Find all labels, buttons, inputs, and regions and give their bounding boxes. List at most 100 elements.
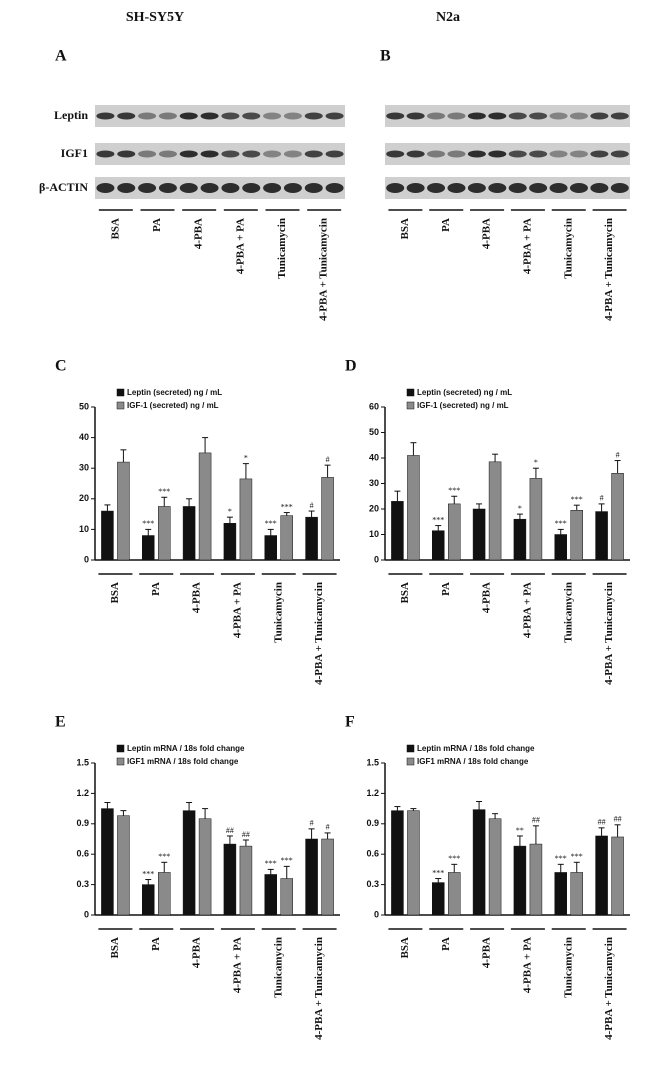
significance: *** [571,495,583,504]
blot-band [427,150,446,158]
bar [611,836,624,916]
blot-band [242,150,261,158]
category-label: 4-PBA [481,582,493,613]
blot-band [467,183,486,193]
blot-band [158,150,177,158]
significance: * [244,453,248,462]
significance: *** [448,854,460,863]
blot-strip [95,105,345,127]
blot-band [569,112,588,120]
category-label: 4-PBA + PA [231,937,243,993]
bar [305,516,318,561]
significance: * [518,504,522,513]
blot-band [200,183,219,193]
bar [529,843,543,916]
bar [407,810,420,916]
legend-swatch [406,757,415,766]
y-tick-label: 1.5 [76,757,89,767]
category-label: 4-PBA + Tunicamycin [318,218,330,321]
panel-letter: E [55,714,66,731]
blot-strip [385,105,630,127]
significance: *** [142,869,154,878]
significance: ## [598,818,606,827]
category-label: BSA [399,582,411,603]
legend-label: Leptin mRNA / 18s fold change [417,744,535,753]
category-label: PA [440,937,452,951]
significance: ## [532,816,540,825]
y-tick-label: 50 [369,427,379,437]
blot-band [610,112,629,120]
blot-band [508,183,527,193]
blot-band [263,183,282,193]
y-tick-label: 40 [369,452,379,462]
category-label: BSA [399,937,411,958]
category-label: 4-PBA + PA [521,218,533,274]
blot-band [304,112,323,120]
blot-band [488,112,507,120]
bar [391,501,404,561]
y-tick-label: 1.2 [366,788,379,798]
blot-band [467,150,486,158]
bar [280,878,293,916]
blot-band [529,112,548,120]
blot-band [386,183,405,193]
blot-band [117,183,136,193]
y-tick-label: 50 [79,401,89,411]
panel-letter: F [345,714,355,731]
bar [239,845,253,916]
blot-band [406,183,425,193]
legend-label: IGF1 mRNA / 18s fold change [417,757,529,766]
blot-row-label: β-ACTIN [39,180,88,194]
blot-band [96,112,115,120]
bar [321,477,334,561]
significance: # [326,823,330,832]
legend-label: IGF-1 (secreted) ng / mL [127,401,219,410]
bar [158,506,171,561]
bar [554,872,567,916]
blot-band [96,183,115,193]
bar [182,810,196,916]
significance: *** [142,519,154,528]
significance: * [228,507,232,516]
category-label: 4-PBA [481,218,493,249]
blot-band [138,150,157,158]
bar [513,518,527,561]
panel-letter: B [380,48,391,65]
significance: ## [242,830,250,839]
category-label: BSA [399,218,411,239]
y-tick-label: 0.3 [366,879,379,889]
blot-band [488,183,507,193]
significance: *** [158,487,170,496]
category-label: 4-PBA [191,582,203,613]
significance: # [310,501,314,510]
blot-band [549,183,568,193]
bar [264,874,277,916]
y-tick-label: 60 [369,401,379,411]
category-label: 4-PBA + Tunicamycin [603,582,615,685]
blot-band [283,112,302,120]
bar [305,838,318,916]
significance: ** [516,826,524,835]
blot-band [200,150,219,158]
significance: *** [265,519,277,528]
legend-label: Leptin (secreted) ng / mL [127,388,222,397]
blot-band [325,150,344,158]
y-tick-label: 1.5 [366,757,379,767]
category-label: Tunicamycin [562,937,574,998]
y-tick-label: 10 [369,529,379,539]
legend-swatch [406,401,415,410]
blot-strip [385,143,630,165]
bar [472,508,486,561]
blot-band [283,183,302,193]
category-label: 4-PBA [481,937,493,968]
blot-band [590,112,609,120]
significance: *** [555,854,567,863]
blot-band [529,183,548,193]
category-label: BSA [109,582,121,603]
blot-band [447,183,466,193]
bar [513,845,527,916]
bar [488,461,502,561]
blot-strip [95,143,345,165]
y-tick-label: 0.6 [366,849,379,859]
legend-label: Leptin mRNA / 18s fold change [127,744,245,753]
